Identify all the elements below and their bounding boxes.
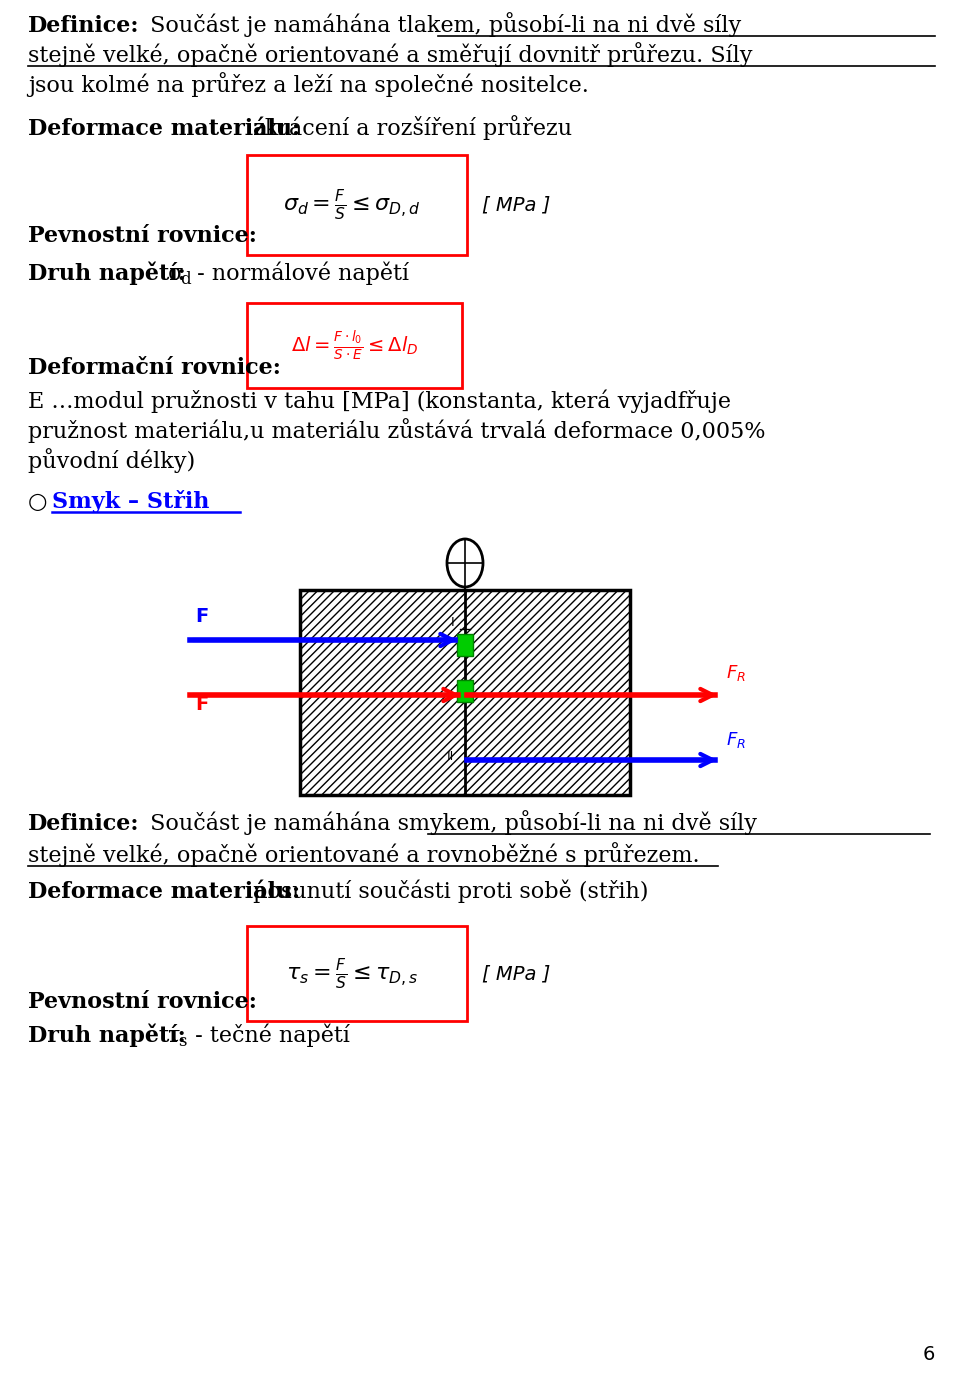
Text: Definice:: Definice: [28, 15, 139, 37]
Text: I: I [451, 615, 455, 629]
Text: pružnost materiálu,u materiálu zůstává trvalá deformace 0,005%: pružnost materiálu,u materiálu zůstává t… [28, 418, 765, 443]
Text: F: F [195, 695, 208, 714]
Text: F: F [195, 607, 208, 626]
Bar [247, 303, 462, 387]
Text: E …modul pružnosti v tahu [MPa] (konstanta, která vyjadfřuje: E …modul pružnosti v tahu [MPa] (konstan… [28, 389, 731, 412]
Text: $\tau_s = \frac{F}{S} \leq \tau_{D,s}$: $\tau_s = \frac{F}{S} \leq \tau_{D,s}$ [286, 956, 419, 992]
Text: $\sigma_d = \frac{F}{S} \leq \sigma_{D,d}$: $\sigma_d = \frac{F}{S} \leq \sigma_{D,d… [283, 188, 420, 222]
Text: Druh napětí:: Druh napětí: [28, 262, 185, 285]
Text: původní délky): původní délky) [28, 448, 195, 473]
Text: τ: τ [161, 1025, 180, 1047]
Text: - normálové napětí: - normálové napětí [190, 262, 409, 285]
Text: [ MPa ]: [ MPa ] [482, 196, 550, 215]
Bar [457, 680, 473, 702]
Text: 6: 6 [923, 1345, 935, 1364]
Bar [247, 154, 467, 255]
Text: Deformace materiálu:: Deformace materiálu: [28, 119, 300, 141]
Bar [300, 590, 630, 796]
Text: - tečné napětí: - tečné napětí [188, 1023, 349, 1047]
Text: Součást je namáhána smykem, působí-li na ni dvě síly: Součást je namáhána smykem, působí-li na… [143, 809, 757, 836]
Bar [457, 634, 473, 656]
Text: zkrácení a rozšíření průřezu: zkrácení a rozšíření průřezu [246, 114, 572, 141]
Text: $\Delta l = \frac{F \cdot l_0}{S \cdot E} \leq \Delta l_D$: $\Delta l = \frac{F \cdot l_0}{S \cdot E… [291, 328, 419, 363]
Text: Smyk – Střih: Smyk – Střih [52, 490, 209, 513]
Text: [ MPa ]: [ MPa ] [482, 964, 550, 983]
Text: stejně velké, opačně orientované a rovnoběžné s průřezem.: stejně velké, opačně orientované a rovno… [28, 843, 700, 867]
Text: II: II [446, 750, 454, 764]
Text: σ: σ [161, 263, 183, 285]
Ellipse shape [447, 539, 483, 587]
Text: Druh napětí:: Druh napětí: [28, 1023, 185, 1047]
Text: stejně velké, opačně orientované a směřují dovnitř průřezu. Síly: stejně velké, opačně orientované a směřu… [28, 41, 753, 68]
Text: d: d [180, 272, 191, 288]
Bar [247, 927, 467, 1020]
Text: $F_R$: $F_R$ [726, 663, 746, 683]
Text: Deformační rovnice:: Deformační rovnice: [28, 357, 281, 379]
Text: Součást je namáhána tlakem, působí-li na ni dvě síly: Součást je namáhána tlakem, působí-li na… [143, 12, 741, 37]
Text: Deformace materiálu:: Deformace materiálu: [28, 881, 300, 903]
Text: ○: ○ [28, 491, 47, 513]
Text: posunutí součásti proti sobě (střih): posunutí součásti proti sobě (střih) [246, 880, 649, 903]
Text: s: s [178, 1033, 186, 1049]
Text: jsou kolmé na průřez a leží na společné nositelce.: jsou kolmé na průřez a leží na společné … [28, 72, 588, 97]
Text: Pevnostní rovnice:: Pevnostní rovnice: [28, 225, 257, 247]
Text: $F_R$: $F_R$ [726, 729, 746, 750]
Text: Definice:: Definice: [28, 814, 139, 836]
Text: Pevnostní rovnice:: Pevnostní rovnice: [28, 992, 257, 1014]
